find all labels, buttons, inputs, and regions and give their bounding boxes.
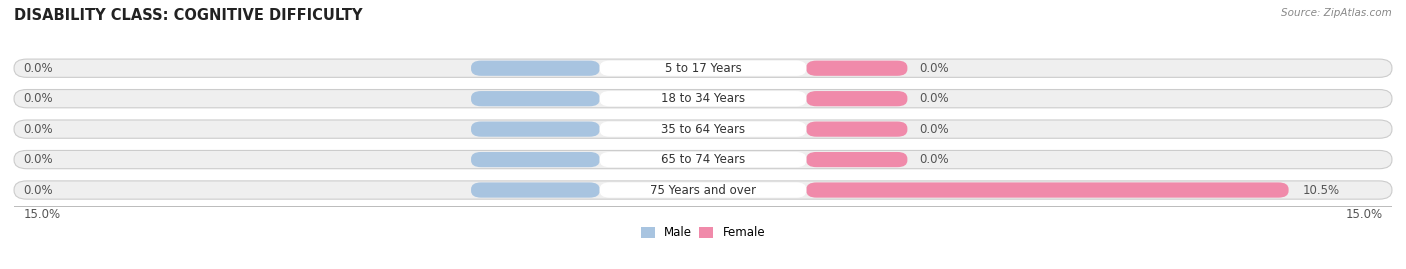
FancyBboxPatch shape — [807, 91, 907, 106]
Text: 0.0%: 0.0% — [24, 62, 53, 75]
FancyBboxPatch shape — [14, 150, 1392, 169]
FancyBboxPatch shape — [807, 152, 907, 167]
FancyBboxPatch shape — [807, 122, 907, 137]
Text: 0.0%: 0.0% — [920, 92, 949, 105]
Text: 0.0%: 0.0% — [920, 153, 949, 166]
Text: DISABILITY CLASS: COGNITIVE DIFFICULTY: DISABILITY CLASS: COGNITIVE DIFFICULTY — [14, 8, 363, 23]
Text: 0.0%: 0.0% — [24, 153, 53, 166]
Text: 5 to 17 Years: 5 to 17 Years — [665, 62, 741, 75]
Text: 75 Years and over: 75 Years and over — [650, 183, 756, 197]
FancyBboxPatch shape — [807, 61, 907, 76]
Text: 65 to 74 Years: 65 to 74 Years — [661, 153, 745, 166]
Text: 15.0%: 15.0% — [1346, 208, 1382, 221]
FancyBboxPatch shape — [471, 122, 599, 137]
FancyBboxPatch shape — [14, 181, 1392, 199]
Text: 10.5%: 10.5% — [1302, 183, 1340, 197]
Text: 0.0%: 0.0% — [920, 62, 949, 75]
Text: 0.0%: 0.0% — [24, 123, 53, 136]
FancyBboxPatch shape — [14, 59, 1392, 77]
FancyBboxPatch shape — [807, 182, 1289, 198]
Text: 0.0%: 0.0% — [24, 183, 53, 197]
Text: 15.0%: 15.0% — [24, 208, 60, 221]
Text: 0.0%: 0.0% — [920, 123, 949, 136]
FancyBboxPatch shape — [599, 61, 807, 76]
FancyBboxPatch shape — [471, 91, 599, 106]
FancyBboxPatch shape — [471, 61, 599, 76]
Text: Source: ZipAtlas.com: Source: ZipAtlas.com — [1281, 8, 1392, 18]
FancyBboxPatch shape — [599, 182, 807, 198]
FancyBboxPatch shape — [471, 152, 599, 167]
FancyBboxPatch shape — [14, 120, 1392, 138]
FancyBboxPatch shape — [599, 152, 807, 167]
FancyBboxPatch shape — [599, 91, 807, 106]
Legend: Male, Female: Male, Female — [641, 226, 765, 239]
Text: 35 to 64 Years: 35 to 64 Years — [661, 123, 745, 136]
FancyBboxPatch shape — [14, 90, 1392, 108]
FancyBboxPatch shape — [599, 122, 807, 137]
Text: 0.0%: 0.0% — [24, 92, 53, 105]
Text: 18 to 34 Years: 18 to 34 Years — [661, 92, 745, 105]
FancyBboxPatch shape — [471, 182, 599, 198]
